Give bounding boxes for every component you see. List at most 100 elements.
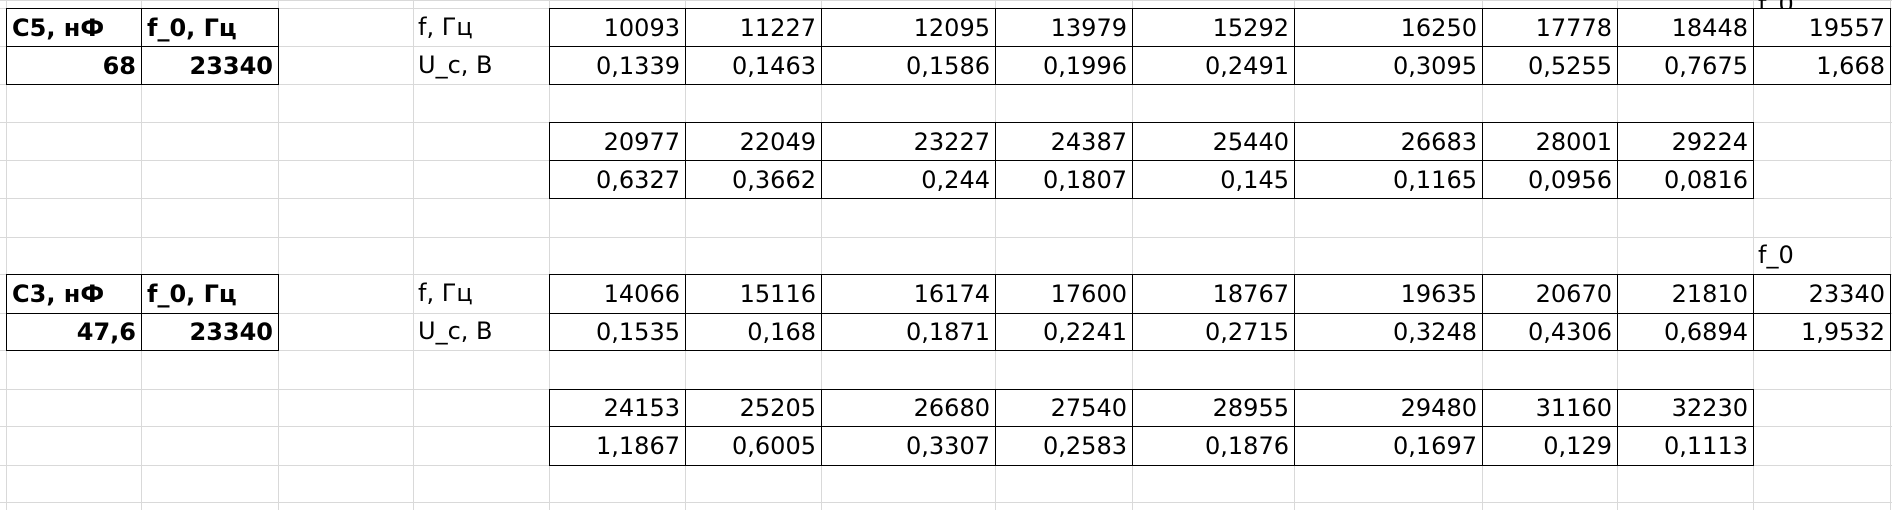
frequency-cell[interactable]: 25205 <box>685 389 822 427</box>
resonance-frequency-label[interactable]: f_0 <box>1758 241 1794 269</box>
frequency-cell[interactable]: 24387 <box>995 122 1133 161</box>
voltage-cell[interactable]: 0,145 <box>1132 160 1295 199</box>
gridline-vertical <box>6 0 7 510</box>
frequency-cell[interactable]: 28001 <box>1482 122 1618 161</box>
voltage-cell[interactable]: 0,1807 <box>995 160 1133 199</box>
resonance-frequency-header-cell[interactable]: f_0, Гц <box>141 8 279 47</box>
frequency-cell[interactable]: 20670 <box>1482 274 1618 314</box>
voltage-cell[interactable]: 1,1867 <box>549 426 686 466</box>
frequency-cell[interactable]: 19557 <box>1753 8 1891 47</box>
voltage-cell[interactable]: 0,2491 <box>1132 46 1295 85</box>
voltage-cell[interactable]: 0,1535 <box>549 313 686 351</box>
frequency-cell[interactable]: 26683 <box>1294 122 1483 161</box>
voltage-cell[interactable]: 0,6327 <box>549 160 686 199</box>
capacitance-header-cell[interactable]: C5, нФ <box>6 8 142 47</box>
gridline-vertical <box>141 0 142 510</box>
frequency-cell[interactable]: 15116 <box>685 274 822 314</box>
voltage-cell[interactable]: 0,3095 <box>1294 46 1483 85</box>
gridline-vertical <box>1753 0 1754 510</box>
frequency-cell[interactable]: 29224 <box>1617 122 1754 161</box>
voltage-row-label[interactable]: U_c, В <box>418 51 493 79</box>
frequency-cell[interactable]: 12095 <box>821 8 996 47</box>
gridline-vertical <box>1132 0 1133 510</box>
voltage-cell[interactable]: 0,244 <box>821 160 996 199</box>
gridline-horizontal <box>0 237 1892 238</box>
voltage-cell[interactable]: 0,1876 <box>1132 426 1295 466</box>
voltage-cell[interactable]: 0,4306 <box>1482 313 1618 351</box>
voltage-cell[interactable]: 0,3248 <box>1294 313 1483 351</box>
frequency-cell[interactable]: 19635 <box>1294 274 1483 314</box>
gridline-vertical <box>995 0 996 510</box>
gridline-vertical <box>1890 0 1891 510</box>
frequency-cell[interactable]: 21810 <box>1617 274 1754 314</box>
frequency-cell[interactable]: 26680 <box>821 389 996 427</box>
voltage-cell[interactable]: 0,3662 <box>685 160 822 199</box>
voltage-cell[interactable]: 0,1463 <box>685 46 822 85</box>
frequency-cell[interactable]: 32230 <box>1617 389 1754 427</box>
frequency-cell[interactable]: 20977 <box>549 122 686 161</box>
voltage-cell[interactable]: 0,1113 <box>1617 426 1754 466</box>
voltage-cell[interactable]: 0,1165 <box>1294 160 1483 199</box>
frequency-row-label[interactable]: f, Гц <box>418 279 473 307</box>
capacitance-value-cell[interactable]: 68 <box>6 46 142 85</box>
gridline-vertical <box>1294 0 1295 510</box>
voltage-cell[interactable]: 0,168 <box>685 313 822 351</box>
voltage-cell[interactable]: 0,0956 <box>1482 160 1618 199</box>
frequency-cell[interactable]: 29480 <box>1294 389 1483 427</box>
voltage-cell[interactable]: 0,6005 <box>685 426 822 466</box>
gridline-vertical <box>278 0 279 510</box>
frequency-cell[interactable]: 16174 <box>821 274 996 314</box>
resonance-frequency-value-cell[interactable]: 23340 <box>141 313 279 351</box>
frequency-cell[interactable]: 13979 <box>995 8 1133 47</box>
frequency-cell[interactable]: 22049 <box>685 122 822 161</box>
capacitance-value-cell[interactable]: 47,6 <box>6 313 142 351</box>
frequency-cell[interactable]: 28955 <box>1132 389 1295 427</box>
voltage-cell[interactable]: 0,2241 <box>995 313 1133 351</box>
gridline-vertical <box>549 0 550 510</box>
voltage-cell[interactable]: 0,1871 <box>821 313 996 351</box>
gridline-vertical <box>821 0 822 510</box>
frequency-cell[interactable]: 24153 <box>549 389 686 427</box>
voltage-cell[interactable]: 1,9532 <box>1753 313 1891 351</box>
frequency-cell[interactable]: 18448 <box>1617 8 1754 47</box>
voltage-cell[interactable]: 0,1996 <box>995 46 1133 85</box>
frequency-cell[interactable]: 27540 <box>995 389 1133 427</box>
voltage-cell[interactable]: 0,7675 <box>1617 46 1754 85</box>
frequency-cell[interactable]: 23340 <box>1753 274 1891 314</box>
frequency-cell[interactable]: 16250 <box>1294 8 1483 47</box>
voltage-cell[interactable]: 0,5255 <box>1482 46 1618 85</box>
frequency-cell[interactable]: 25440 <box>1132 122 1295 161</box>
gridline-horizontal <box>0 0 1892 1</box>
frequency-cell[interactable]: 17600 <box>995 274 1133 314</box>
voltage-cell[interactable]: 0,2715 <box>1132 313 1295 351</box>
frequency-cell[interactable]: 23227 <box>821 122 996 161</box>
gridline-vertical <box>685 0 686 510</box>
voltage-cell[interactable]: 0,129 <box>1482 426 1618 466</box>
voltage-cell[interactable]: 0,1586 <box>821 46 996 85</box>
gridline-vertical <box>413 0 414 510</box>
gridline-horizontal <box>0 502 1892 503</box>
voltage-cell[interactable]: 0,6894 <box>1617 313 1754 351</box>
frequency-cell[interactable]: 31160 <box>1482 389 1618 427</box>
resonance-frequency-header-cell[interactable]: f_0, Гц <box>141 274 279 314</box>
frequency-cell[interactable]: 10093 <box>549 8 686 47</box>
voltage-cell[interactable]: 0,3307 <box>821 426 996 466</box>
gridline-vertical <box>1617 0 1618 510</box>
resonance-frequency-value-cell[interactable]: 23340 <box>141 46 279 85</box>
voltage-cell[interactable]: 1,668 <box>1753 46 1891 85</box>
voltage-row-label[interactable]: U_c, В <box>418 317 493 345</box>
voltage-cell[interactable]: 0,1697 <box>1294 426 1483 466</box>
voltage-cell[interactable]: 0,0816 <box>1617 160 1754 199</box>
resonance-frequency-label[interactable]: f_0 <box>1753 0 1891 9</box>
frequency-cell[interactable]: 18767 <box>1132 274 1295 314</box>
voltage-cell[interactable]: 0,1339 <box>549 46 686 85</box>
gridline-vertical <box>1482 0 1483 510</box>
frequency-cell[interactable]: 14066 <box>549 274 686 314</box>
frequency-cell[interactable]: 11227 <box>685 8 822 47</box>
capacitance-header-cell[interactable]: C3, нФ <box>6 274 142 314</box>
frequency-cell[interactable]: 17778 <box>1482 8 1618 47</box>
frequency-cell[interactable]: 15292 <box>1132 8 1295 47</box>
voltage-cell[interactable]: 0,2583 <box>995 426 1133 466</box>
frequency-row-label[interactable]: f, Гц <box>418 13 473 41</box>
